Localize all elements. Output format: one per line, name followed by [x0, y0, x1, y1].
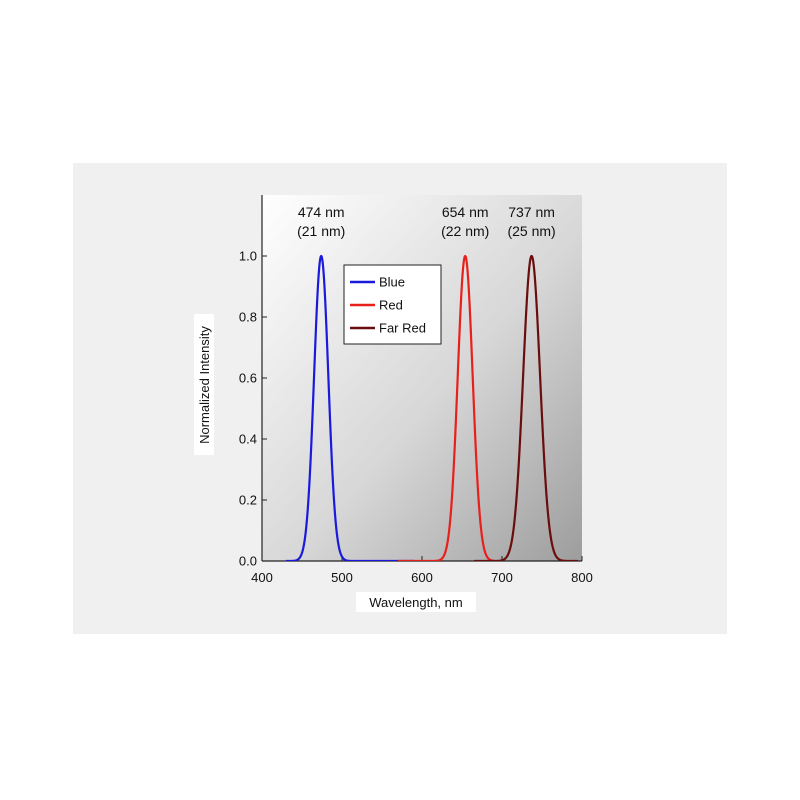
peak-fwhm-label: (25 nm)	[507, 223, 555, 239]
peak-wavelength-label: 737 nm	[508, 204, 555, 220]
x-ticks: 400 500 600 700 800	[251, 556, 593, 585]
peak-labels: 474 nm (21 nm) 654 nm (22 nm) 737 nm (25 nm)	[297, 204, 556, 239]
plot-area	[262, 195, 582, 561]
legend: Blue Red Far Red	[343, 264, 442, 345]
y-tick-label: 0.4	[239, 432, 257, 447]
peak-wavelength-label: 654 nm	[442, 204, 489, 220]
x-tick-label: 800	[571, 570, 593, 585]
series-red-line	[397, 254, 495, 561]
y-ticks: 0.0 0.2 0.4 0.6 0.8 1.0	[239, 249, 267, 569]
y-tick-label: 0.6	[239, 371, 257, 386]
x-axis-title: Wavelength, nm	[369, 595, 462, 610]
peak-wavelength-label: 474 nm	[298, 204, 345, 220]
peak-fwhm-label: (21 nm)	[297, 223, 345, 239]
y-axis-title-group: Normalized Intensity	[194, 314, 214, 455]
x-tick-label: 500	[331, 570, 353, 585]
x-tick-label: 400	[251, 570, 273, 585]
y-axis-title: Normalized Intensity	[197, 326, 212, 444]
legend-label: Red	[379, 298, 403, 313]
series-blue-line	[285, 254, 415, 561]
x-tick-label: 600	[411, 570, 433, 585]
y-tick-label: 0.2	[239, 493, 257, 508]
legend-label: Blue	[379, 275, 405, 290]
x-axis-title-group: Wavelength, nm	[356, 592, 476, 612]
legend-label: Far Red	[379, 321, 426, 336]
y-tick-label: 0.0	[239, 554, 257, 569]
series-far-red-line	[473, 254, 579, 561]
series-curves	[285, 254, 579, 561]
y-tick-label: 1.0	[239, 249, 257, 264]
y-tick-label: 0.8	[239, 310, 257, 325]
x-tick-label: 700	[491, 570, 513, 585]
peak-fwhm-label: (22 nm)	[441, 223, 489, 239]
